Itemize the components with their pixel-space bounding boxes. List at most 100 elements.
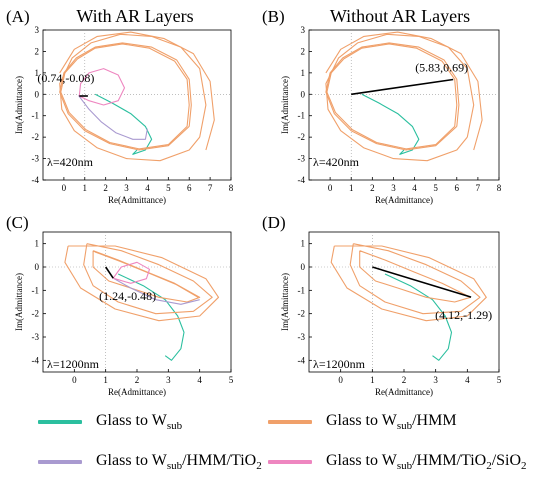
y-tick-label: -2 <box>298 309 306 319</box>
panel-title: With AR Layers <box>76 6 193 26</box>
series-line-5 <box>372 266 472 298</box>
x-tick-label: 5 <box>229 375 234 385</box>
y-axis-label: Im(Admittance) <box>14 76 24 134</box>
series-line-7 <box>78 68 126 106</box>
y-tick-label: 0 <box>301 262 306 272</box>
series-line-1 <box>384 273 453 361</box>
wavelength-label: λ=1200nm <box>47 357 100 371</box>
y-tick-label: 1 <box>35 239 40 249</box>
wavelength-label: λ=420nm <box>313 155 360 169</box>
y-tick-label: -1 <box>298 285 306 295</box>
y-axis-label: Im(Admittance) <box>280 273 290 331</box>
x-axis-label: Re(Admittance) <box>108 387 166 397</box>
y-tick-label: -3 <box>32 332 40 342</box>
x-axis-label: Re(Admittance) <box>108 195 166 205</box>
wavelength-label: λ=420nm <box>47 155 94 169</box>
x-tick-label: 0 <box>338 375 343 385</box>
y-tick-label: -4 <box>32 355 40 365</box>
panel-label: (B) <box>262 7 285 26</box>
y-tick-label: -2 <box>32 309 40 319</box>
y-tick-label: -1 <box>32 285 40 295</box>
panel-1: 0 1 2 3 4 5 6 7 8 -4 -3 -2 -1 0 1 2 3 Re(Admittance) Im(Ad… <box>6 6 234 205</box>
x-tick-label: 1 <box>349 183 354 193</box>
x-tick-label: 3 <box>124 183 129 193</box>
x-tick-label: 7 <box>476 183 481 193</box>
x-tick-label: 3 <box>433 375 438 385</box>
series-line-5 <box>325 31 483 151</box>
series-line-1 <box>361 93 420 155</box>
x-tick-label: 4 <box>412 183 417 193</box>
y-tick-label: -4 <box>298 355 306 365</box>
y-tick-label: -2 <box>32 132 40 142</box>
x-tick-label: 6 <box>187 183 192 193</box>
panel-3: 0 1 2 3 4 5-4-3-2-101Re(Admittance)Im(Admitta… <box>6 213 234 397</box>
series-line-3 <box>349 243 481 315</box>
y-tick-label: -1 <box>298 111 306 121</box>
x-tick-label: 5 <box>497 375 502 385</box>
series-line-5 <box>59 31 215 151</box>
plot-frame <box>308 29 500 181</box>
y-tick-label: 0 <box>301 89 306 99</box>
panel-label: (A) <box>6 7 30 26</box>
y-tick-label: -3 <box>298 154 306 164</box>
y-tick-label: -3 <box>32 154 40 164</box>
y-axis-label: Im(Admittance) <box>280 76 290 134</box>
series-line-4 <box>330 245 487 322</box>
y-tick-label: 3 <box>35 25 40 35</box>
x-tick-label: 2 <box>103 183 108 193</box>
x-tick-label: 4 <box>465 375 470 385</box>
series-line-2 <box>359 250 472 303</box>
y-tick-label: 0 <box>35 89 40 99</box>
y-tick-label: 1 <box>301 68 306 78</box>
point-annotation: (4.12,-1.29) <box>435 308 492 322</box>
panel-label: (C) <box>6 213 29 232</box>
x-tick-label: 0 <box>328 183 333 193</box>
plot-frame <box>42 29 232 181</box>
y-axis-label: Im(Admittance) <box>14 273 24 331</box>
x-tick-label: 4 <box>145 183 150 193</box>
y-tick-label: -4 <box>32 175 40 185</box>
series-line-3 <box>326 43 458 150</box>
point-annotation: (0.74,-0.08) <box>37 71 94 85</box>
y-tick-label: -3 <box>298 332 306 342</box>
panel-2: 0 1 2 3 4 5 6 7 8 -4 -3 -2 -1 0 1 2 3 Re(Admittance) Im(Ad… <box>262 6 502 205</box>
y-tick-label: 2 <box>35 46 40 56</box>
series-line-2 <box>59 42 192 151</box>
x-tick-label: 0 <box>62 183 67 193</box>
y-tick-label: -4 <box>298 175 306 185</box>
x-tick-label: 4 <box>197 375 202 385</box>
x-tick-label: 2 <box>402 375 407 385</box>
y-tick-label: 2 <box>301 46 306 56</box>
x-tick-label: 2 <box>135 375 140 385</box>
panel-label: (D) <box>262 213 286 232</box>
series-line-5 <box>64 245 220 322</box>
x-tick-label: 1 <box>83 183 88 193</box>
series-line-1 <box>94 93 153 155</box>
x-tick-label: 6 <box>455 183 460 193</box>
x-axis-label: Re(Admittance) <box>375 195 433 205</box>
panel-4: 0 1 2 3 4 5-4-3-2-101Re(Admittance)Im(Admitta… <box>262 213 502 397</box>
wavelength-label: λ=1200nm <box>313 357 366 371</box>
x-tick-label: 8 <box>497 183 502 193</box>
y-tick-label: 1 <box>35 68 40 78</box>
series-line-7 <box>112 261 151 284</box>
y-tick-label: 0 <box>35 262 40 272</box>
x-tick-label: 1 <box>370 375 375 385</box>
series-line-2 <box>325 42 460 151</box>
series-line-8 <box>105 266 114 279</box>
x-tick-label: 5 <box>433 183 438 193</box>
series-line-6 <box>351 78 454 96</box>
series-line-3 <box>60 43 190 150</box>
x-tick-label: 1 <box>103 375 108 385</box>
x-axis-label: Re(Admittance) <box>375 387 433 397</box>
x-tick-label: 3 <box>391 183 396 193</box>
series-line-6 <box>78 95 148 140</box>
series-line-6 <box>112 277 200 305</box>
series-line-4 <box>59 33 207 162</box>
plot-frame <box>308 231 500 373</box>
y-tick-label: -1 <box>32 111 40 121</box>
x-tick-label: 5 <box>166 183 171 193</box>
panel-title: Without AR Layers <box>330 6 470 26</box>
x-tick-label: 3 <box>166 375 171 385</box>
